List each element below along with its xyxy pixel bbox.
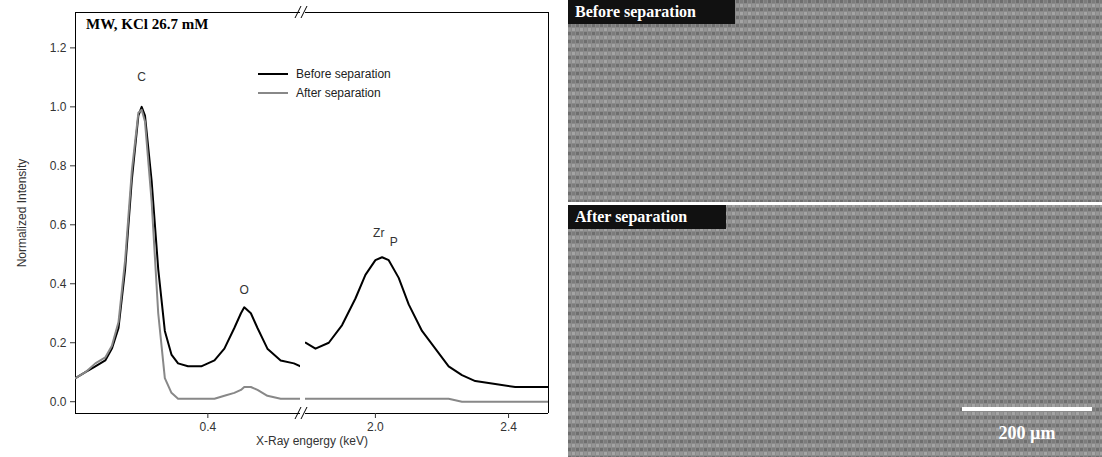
svg-text:0.4: 0.4 [50, 277, 67, 291]
svg-text:C: C [137, 70, 146, 84]
svg-text:After separation: After separation [575, 208, 687, 226]
svg-text:0.6: 0.6 [50, 218, 67, 232]
svg-text:0.2: 0.2 [50, 336, 67, 350]
html-text:Before separation: Before separation [296, 66, 391, 81]
html-text:X-Ray engergy (keV): X-Ray engergy (keV) [256, 434, 368, 448]
svg-text:2.4: 2.4 [500, 420, 517, 434]
svg-text:1.0: 1.0 [50, 100, 67, 114]
svg-text:Normalized Intensity: Normalized Intensity [15, 159, 29, 268]
svg-text:O: O [240, 283, 249, 297]
svg-text:0.0: 0.0 [50, 395, 67, 409]
svg-text:1.2: 1.2 [50, 41, 67, 55]
svg-text:Zr: Zr [373, 226, 384, 240]
svg-text:P: P [390, 235, 398, 249]
svg-text:0.8: 0.8 [50, 159, 67, 173]
svg-text:2.0: 2.0 [367, 420, 384, 434]
svg-text:Before separation: Before separation [575, 3, 696, 21]
html-text:MW, KCl 26.7 mM: MW, KCl 26.7 mM [86, 16, 209, 32]
svg-text:0.4: 0.4 [200, 420, 217, 434]
svg-text:200 µm: 200 µm [999, 423, 1056, 443]
html-text:After separation: After separation [296, 85, 381, 100]
